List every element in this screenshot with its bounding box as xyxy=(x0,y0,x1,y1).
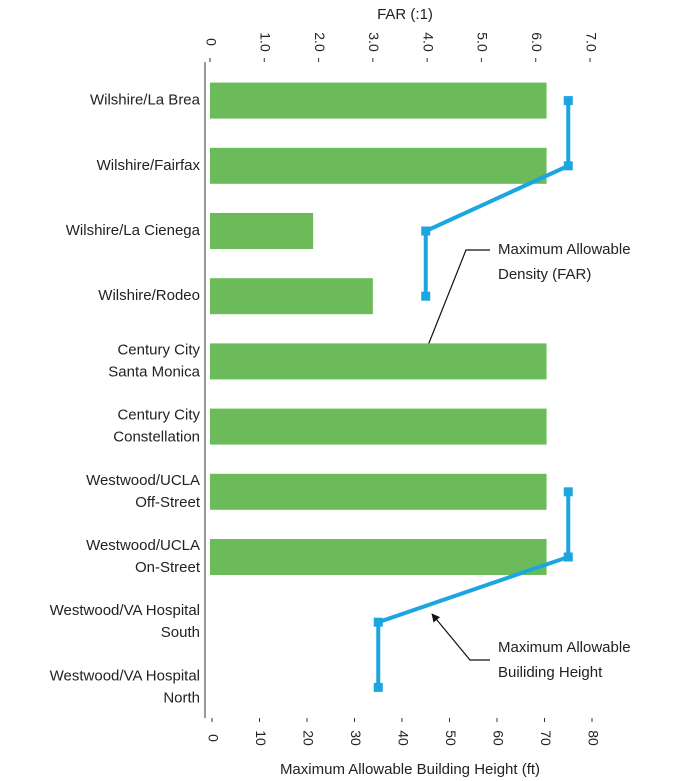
marker xyxy=(421,291,431,301)
category-label: Wilshire/Fairfax xyxy=(97,157,201,174)
x-tick-label: 1.0 xyxy=(258,32,274,52)
x-tick-label: 4.0 xyxy=(420,32,436,52)
x2-tick-label: 50 xyxy=(443,730,459,746)
category-label: South xyxy=(161,624,200,641)
bar xyxy=(210,343,547,380)
line xyxy=(376,100,571,688)
marker xyxy=(373,682,383,692)
x-tick-label: 6.0 xyxy=(529,32,545,52)
bar xyxy=(210,82,547,119)
bar xyxy=(210,147,547,184)
marker xyxy=(373,617,383,627)
x-tick-label: 5.0 xyxy=(475,32,491,52)
category-label: Westwood/UCLA xyxy=(86,472,200,489)
x2-tick-label: 60 xyxy=(490,730,506,746)
category-label: On-Street xyxy=(135,559,201,576)
category-label: Westwood/VA Hospital xyxy=(50,667,200,684)
x2-tick-label: 40 xyxy=(395,730,411,746)
x2-tick-label: 80 xyxy=(585,730,601,746)
bar xyxy=(210,473,547,510)
density-arrow xyxy=(421,249,490,359)
category-label: Constellation xyxy=(113,429,200,446)
x-tick-label: 3.0 xyxy=(366,32,382,52)
x2-tick-label: 70 xyxy=(538,730,554,746)
bar xyxy=(210,278,373,315)
x2-tick-label: 20 xyxy=(300,730,316,746)
bar xyxy=(210,539,547,575)
x-tick-label: 0 xyxy=(203,38,219,46)
height-arrow xyxy=(431,613,490,661)
annotation: Builiding Height xyxy=(498,664,603,681)
category-label: Wilshire/Rodeo xyxy=(98,287,200,304)
category-label: North xyxy=(163,689,200,706)
annotation: Maximum Allowable xyxy=(498,639,631,656)
bar xyxy=(210,213,314,249)
x2-tick-label: 0 xyxy=(205,734,221,742)
marker xyxy=(563,161,573,171)
category-label: Wilshire/La Brea xyxy=(90,92,201,109)
marker xyxy=(421,226,431,236)
category-label: Wilshire/La Cienega xyxy=(66,222,201,239)
x-tick-label: 2.0 xyxy=(312,32,328,52)
category-label: Century City xyxy=(117,407,200,424)
top-axis-title: FAR (:1) xyxy=(377,6,433,23)
x-tick-label: 7.0 xyxy=(583,32,599,52)
category-label: Century City xyxy=(117,341,200,358)
category-label: Off-Street xyxy=(135,494,201,511)
marker xyxy=(563,487,573,497)
category-label: Santa Monica xyxy=(108,363,200,380)
marker xyxy=(563,96,573,106)
x2-tick-label: 30 xyxy=(348,730,364,746)
x2-tick-label: 10 xyxy=(253,730,269,746)
category-label: Westwood/VA Hospital xyxy=(50,602,200,619)
bar xyxy=(210,408,547,445)
bottom-axis-title: Maximum Allowable Building Height (ft) xyxy=(280,761,540,778)
annotation: Density (FAR) xyxy=(498,266,591,283)
annotation: Maximum Allowable xyxy=(498,241,631,258)
category-label: Westwood/UCLA xyxy=(86,537,200,554)
marker xyxy=(563,552,573,562)
